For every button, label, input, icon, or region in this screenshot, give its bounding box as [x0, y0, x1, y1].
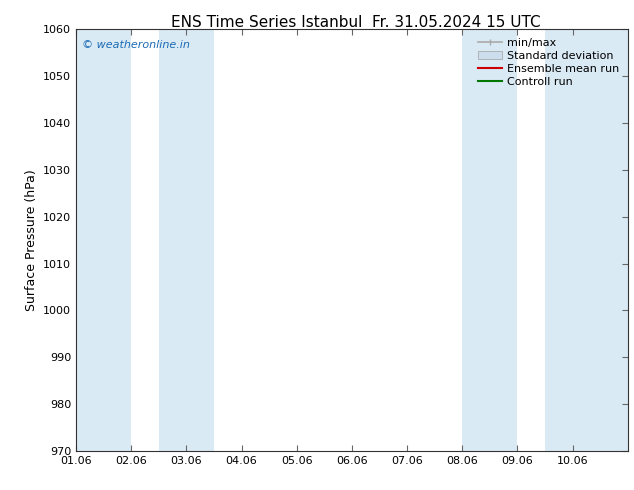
Bar: [545, 29, 600, 451]
Legend: min/max, Standard deviation, Ensemble mean run, Controll run: min/max, Standard deviation, Ensemble me…: [474, 35, 622, 90]
Text: Fr. 31.05.2024 15 UTC: Fr. 31.05.2024 15 UTC: [372, 15, 541, 30]
Y-axis label: Surface Pressure (hPa): Surface Pressure (hPa): [25, 169, 37, 311]
Text: © weatheronline.in: © weatheronline.in: [82, 40, 190, 50]
Bar: [158, 29, 214, 451]
Text: ENS Time Series Istanbul: ENS Time Series Istanbul: [171, 15, 362, 30]
Bar: [462, 29, 517, 451]
Bar: [76, 29, 131, 451]
Bar: [600, 29, 628, 451]
